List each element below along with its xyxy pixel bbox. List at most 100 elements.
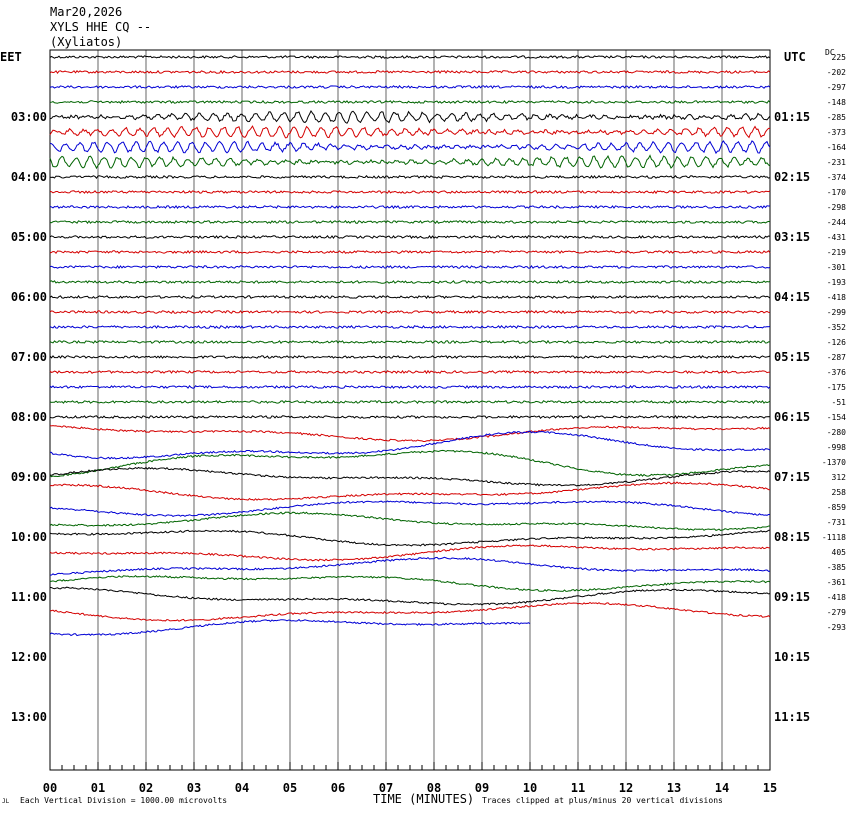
trace-line bbox=[49, 110, 771, 124]
trace-line bbox=[49, 384, 771, 389]
trace-line bbox=[49, 466, 771, 487]
right-hour-label: 05:15 bbox=[774, 350, 810, 364]
x-tick-label: 13 bbox=[667, 781, 681, 795]
trace-line bbox=[49, 556, 771, 576]
dc-offset-label: -1370 bbox=[822, 458, 846, 467]
trace-line bbox=[49, 481, 771, 501]
right-hour-label: 09:15 bbox=[774, 590, 810, 604]
dc-header-label: DC bbox=[825, 48, 835, 57]
trace-line bbox=[49, 601, 771, 622]
dc-offset-label: -299 bbox=[827, 308, 846, 317]
trace-line bbox=[49, 544, 771, 562]
trace-line bbox=[49, 189, 771, 195]
dc-offset-label: -431 bbox=[827, 233, 846, 242]
dc-offset-label: -193 bbox=[827, 278, 846, 287]
left-hour-label: 12:00 bbox=[11, 650, 47, 664]
dc-offset-label: -374 bbox=[827, 173, 846, 182]
trace-line bbox=[49, 204, 770, 210]
x-tick-label: 02 bbox=[139, 781, 153, 795]
x-tick-label: 03 bbox=[187, 781, 201, 795]
left-hour-label: 08:00 bbox=[11, 410, 47, 424]
trace-line bbox=[49, 430, 771, 460]
right-hour-label: 07:15 bbox=[774, 470, 810, 484]
scale-note: Each Vertical Division = 1000.00 microvo… bbox=[20, 796, 228, 805]
dc-offset-label: -285 bbox=[827, 113, 846, 122]
dc-offset-label: -231 bbox=[827, 158, 846, 167]
dc-offset-label: -859 bbox=[827, 503, 846, 512]
dc-offset-label: -175 bbox=[827, 383, 846, 392]
trace-line bbox=[49, 586, 771, 606]
trace-line bbox=[49, 69, 771, 74]
right-hour-label: 08:15 bbox=[774, 530, 810, 544]
trace-line bbox=[49, 85, 771, 90]
chart-date: Mar20,2026 bbox=[50, 5, 123, 19]
trace-line bbox=[49, 220, 771, 225]
x-tick-label: 07 bbox=[379, 781, 393, 795]
x-tick-label: 01 bbox=[91, 781, 105, 795]
dc-offset-label: 312 bbox=[832, 473, 847, 482]
left-hour-label: 10:00 bbox=[11, 530, 47, 544]
x-tick-label: 11 bbox=[571, 781, 585, 795]
corner-mark: JL bbox=[2, 798, 10, 805]
trace-line bbox=[49, 529, 771, 547]
dc-offset-label: -287 bbox=[827, 353, 846, 362]
trace-line bbox=[49, 369, 771, 375]
dc-offset-label: -361 bbox=[827, 578, 846, 587]
dc-offset-label: 405 bbox=[832, 548, 847, 557]
dc-offset-label: -418 bbox=[827, 293, 846, 302]
x-tick-label: 12 bbox=[619, 781, 633, 795]
trace-line bbox=[49, 355, 771, 360]
trace-line bbox=[49, 125, 770, 139]
left-timezone-label: EET bbox=[0, 50, 22, 64]
trace-line bbox=[49, 309, 771, 314]
left-hour-label: 13:00 bbox=[11, 710, 47, 724]
trace-line bbox=[49, 400, 771, 405]
dc-offset-label: -51 bbox=[832, 398, 847, 407]
dc-offset-label: -297 bbox=[827, 83, 846, 92]
trace-line bbox=[49, 500, 770, 517]
dc-offset-label: 258 bbox=[832, 488, 847, 497]
trace-line bbox=[49, 294, 771, 300]
dc-offset-label: -293 bbox=[827, 623, 846, 632]
dc-offset-label: -154 bbox=[827, 413, 846, 422]
right-hour-label: 04:15 bbox=[774, 290, 810, 304]
trace-line bbox=[49, 414, 771, 420]
trace-line bbox=[49, 154, 771, 170]
dc-offset-label: -279 bbox=[827, 608, 846, 617]
right-hour-label: 02:15 bbox=[774, 170, 810, 184]
x-tick-label: 14 bbox=[715, 781, 729, 795]
trace-line bbox=[49, 140, 771, 155]
trace-line bbox=[49, 511, 771, 531]
dc-offset-label: -385 bbox=[827, 563, 846, 572]
dc-offset-label: -301 bbox=[827, 263, 846, 272]
trace-line bbox=[49, 449, 771, 478]
x-tick-label: 08 bbox=[427, 781, 441, 795]
trace-line bbox=[49, 249, 771, 255]
dc-offset-label: -418 bbox=[827, 593, 846, 602]
x-tick-label: 04 bbox=[235, 781, 249, 795]
trace-line bbox=[49, 425, 771, 442]
dc-offset-label: -376 bbox=[827, 368, 846, 377]
trace-line bbox=[49, 618, 531, 637]
dc-offset-label: -998 bbox=[827, 443, 846, 452]
x-axis-title: TIME (MINUTES) bbox=[373, 792, 475, 806]
left-hour-label: 03:00 bbox=[11, 110, 47, 124]
dc-offset-label: -148 bbox=[827, 98, 846, 107]
trace-line bbox=[49, 175, 771, 180]
x-tick-label: 10 bbox=[523, 781, 537, 795]
trace-line bbox=[49, 99, 771, 104]
dc-offset-label: -373 bbox=[827, 128, 846, 137]
dc-offset-label: 225 bbox=[832, 53, 847, 62]
right-hour-label: 01:15 bbox=[774, 110, 810, 124]
x-tick-label: 05 bbox=[283, 781, 297, 795]
x-tick-label: 15 bbox=[763, 781, 777, 795]
dc-offset-label: -164 bbox=[827, 143, 846, 152]
left-hour-label: 04:00 bbox=[11, 170, 47, 184]
trace-line bbox=[49, 574, 771, 592]
right-hour-label: 06:15 bbox=[774, 410, 810, 424]
right-hour-label: 03:15 bbox=[774, 230, 810, 244]
right-hour-label: 11:15 bbox=[774, 710, 810, 724]
dc-offset-label: -352 bbox=[827, 323, 846, 332]
chart-station-name: (Xyliatos) bbox=[50, 35, 123, 49]
